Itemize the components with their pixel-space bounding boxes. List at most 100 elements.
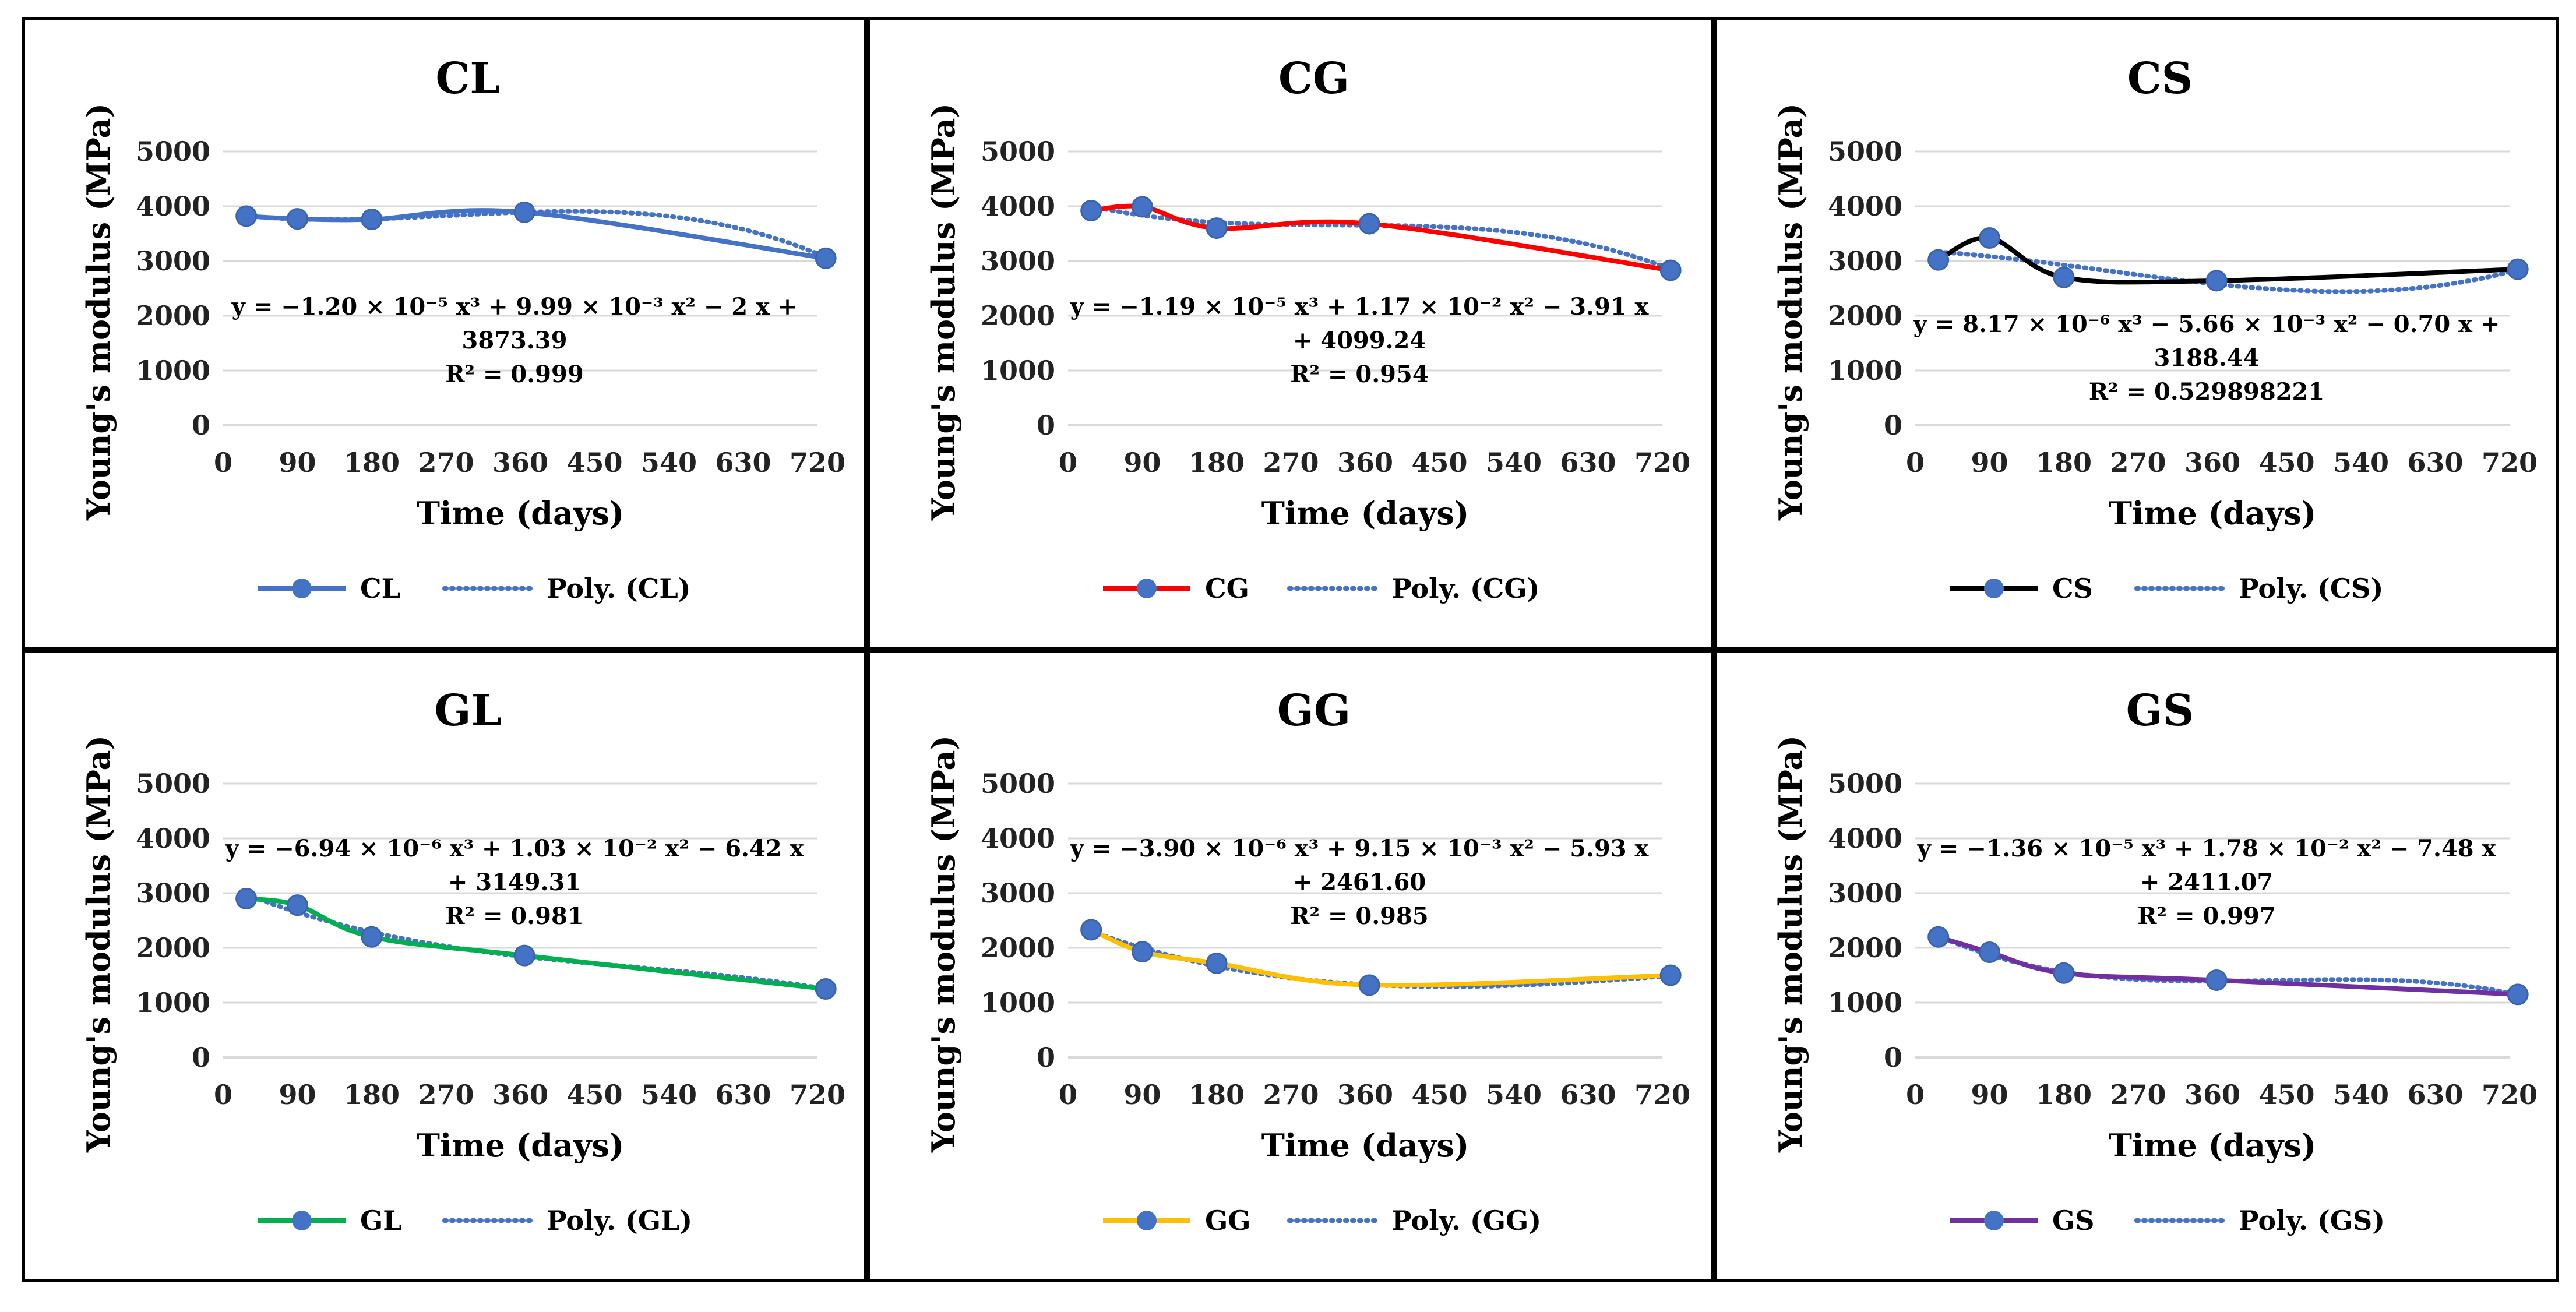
y-axis-label: Young's modulus (MPa) [1772, 103, 1809, 521]
x-axis-label: Time (days) [2109, 495, 2317, 532]
chart-svg: CG 0 1000 2000 3000 4000 5000 0 90 180 270 360 450 54… [925, 54, 1690, 604]
chart-title: GS [2126, 686, 2194, 736]
data-point [2053, 266, 2075, 288]
trendline-equation: R² = 0.529898221 [2089, 378, 2324, 405]
y-tick-label: 3000 [981, 245, 1055, 277]
x-axis-label: Time (days) [417, 1127, 625, 1164]
legend-label: GL [360, 1205, 402, 1236]
chart-title: CL [436, 54, 501, 104]
trendline-equation: y = −6.94 × 10⁻⁶ x³ + 1.03 × 10⁻² x² − 6… [225, 835, 805, 862]
data-point [1358, 213, 1380, 235]
x-tick-label: 180 [2036, 447, 2092, 478]
x-tick-label: 540 [2333, 447, 2389, 478]
y-tick-label: 5000 [981, 136, 1055, 167]
data-point [815, 978, 837, 1000]
data-point [235, 887, 258, 909]
y-tick-label: 3000 [981, 877, 1055, 909]
data-point [1979, 941, 2000, 964]
y-tick-label: 1000 [981, 987, 1055, 1018]
data-point [1206, 952, 1228, 974]
x-tick-label: 0 [1059, 1079, 1077, 1110]
y-tick-label: 4000 [1828, 823, 1902, 854]
x-tick-label: 360 [1337, 447, 1393, 478]
legend-marker [292, 1211, 312, 1230]
y-axis-label: Young's modulus (MPa) [925, 735, 962, 1153]
x-tick-label: 180 [2036, 1079, 2092, 1110]
x-tick-label: 720 [1634, 447, 1690, 478]
trendline-equation: R² = 0.981 [445, 902, 583, 930]
x-tick-label: 450 [566, 1079, 622, 1110]
data-point [1080, 200, 1102, 222]
chart-panel-gl: GL 0 1000 2000 3000 4000 5000 0 90 180 270 360 450 54… [22, 650, 867, 1282]
chart-svg: GL 0 1000 2000 3000 4000 5000 0 90 180 270 360 450 54… [80, 686, 845, 1236]
data-point [1979, 227, 2000, 249]
x-tick-label: 270 [1263, 447, 1319, 478]
y-tick-label: 1000 [136, 355, 210, 386]
chart-svg: GS 0 1000 2000 3000 4000 5000 0 90 180 270 360 450 54… [1772, 686, 2538, 1236]
y-tick-label: 3000 [1828, 877, 1902, 909]
y-tick-label: 1000 [1828, 355, 1902, 386]
x-tick-label: 540 [2333, 1079, 2389, 1110]
data-point [361, 926, 383, 948]
legend-marker [1984, 579, 2004, 598]
x-tick-label: 180 [344, 1079, 400, 1110]
y-tick-label: 0 [1884, 410, 1902, 441]
data-point [1358, 974, 1380, 996]
x-tick-label: 0 [1059, 447, 1077, 478]
y-tick-label: 0 [1037, 1042, 1055, 1073]
x-tick-label: 0 [1906, 1079, 1925, 1110]
data-point [287, 894, 308, 916]
x-tick-label: 180 [344, 447, 400, 478]
legend-label: GG [1205, 1205, 1251, 1236]
x-tick-label: 90 [279, 447, 316, 478]
x-tick-label: 90 [1971, 1079, 2008, 1110]
data-point [2507, 258, 2529, 280]
x-tick-label: 360 [2184, 447, 2240, 478]
x-tick-label: 90 [1971, 447, 2008, 478]
x-tick-label: 450 [1411, 447, 1467, 478]
data-point [361, 209, 383, 231]
x-tick-label: 720 [2482, 1079, 2538, 1110]
x-tick-label: 540 [1486, 1079, 1542, 1110]
legend-label: CG [1205, 573, 1249, 604]
trendline-equation: + 3149.31 [448, 869, 581, 896]
x-tick-label: 630 [715, 1079, 771, 1110]
chart-svg: GG 0 1000 2000 3000 4000 5000 0 90 180 270 360 450 54… [925, 686, 1690, 1236]
y-tick-label: 2000 [136, 932, 210, 964]
series-line-cl [246, 208, 826, 261]
data-point [1080, 919, 1102, 941]
y-tick-label: 4000 [136, 191, 210, 222]
x-tick-label: 0 [214, 447, 232, 478]
y-tick-label: 4000 [136, 823, 210, 854]
x-tick-label: 0 [214, 1079, 232, 1110]
legend-marker [292, 579, 312, 598]
x-tick-label: 90 [279, 1079, 316, 1110]
x-tick-label: 360 [492, 447, 548, 478]
y-tick-label: 2000 [981, 932, 1055, 964]
y-tick-label: 5000 [1828, 768, 1902, 799]
data-point [2507, 983, 2529, 1006]
x-tick-label: 720 [1634, 1079, 1690, 1110]
legend-label: Poly. (CL) [547, 573, 690, 604]
data-point [815, 247, 837, 269]
trendline-equation: y = −1.19 × 10⁻⁵ x³ + 1.17 × 10⁻² x² − 3… [1070, 293, 1650, 320]
y-tick-label: 1000 [981, 355, 1055, 386]
y-tick-label: 0 [1884, 1042, 1902, 1073]
y-tick-label: 5000 [136, 768, 210, 799]
data-point [2053, 962, 2075, 984]
data-point [513, 944, 535, 967]
y-tick-label: 1000 [1828, 987, 1902, 1018]
y-tick-label: 3000 [1828, 245, 1902, 277]
x-tick-label: 270 [2110, 447, 2166, 478]
trendline-equation: R² = 0.985 [1290, 902, 1428, 930]
x-tick-label: 450 [1411, 1079, 1467, 1110]
x-axis-label: Time (days) [1261, 495, 1470, 532]
trendline-equation: R² = 0.954 [1290, 361, 1428, 388]
data-point [1132, 196, 1153, 218]
x-tick-label: 180 [1189, 1079, 1245, 1110]
trendline [1936, 249, 2519, 294]
data-point [287, 208, 308, 230]
y-tick-label: 2000 [1828, 300, 1902, 331]
x-tick-label: 360 [2184, 1079, 2240, 1110]
y-axis-label: Young's modulus (MPa) [80, 735, 117, 1153]
